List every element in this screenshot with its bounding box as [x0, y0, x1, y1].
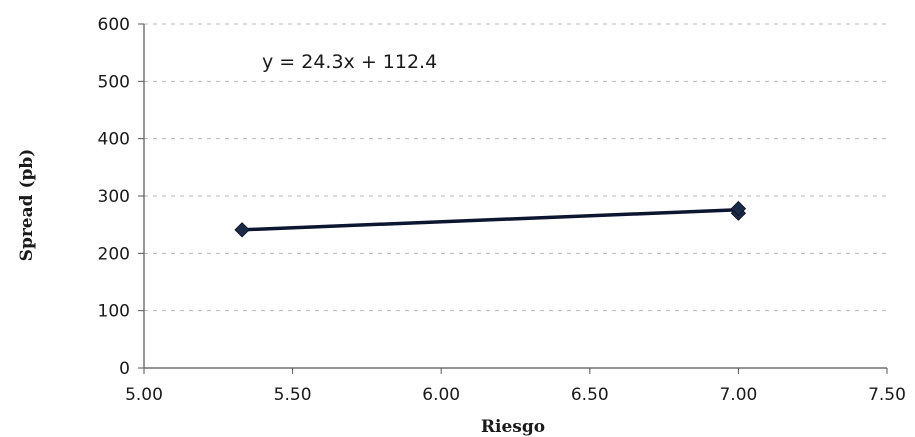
x-tick-label: 5.00 [125, 385, 163, 405]
y-tick-label: 300 [98, 187, 130, 207]
x-tick-label: 6.00 [422, 385, 460, 405]
data-points [234, 200, 747, 238]
x-tick-label: 7.50 [868, 385, 906, 405]
x-axis-title: Riesgo [481, 417, 545, 437]
y-axis-title: Spread (pb) [17, 149, 37, 262]
y-tick-label: 600 [98, 15, 130, 35]
gridlines [144, 23, 887, 312]
data-point [234, 222, 250, 238]
x-tick-labels: 5.00 5.50 6.00 6.50 7.00 7.50 [125, 368, 906, 405]
x-tick-label: 7.00 [719, 385, 757, 405]
data-point [730, 200, 747, 217]
y-tick-labels: 0 100 200 300 400 500 600 [98, 15, 144, 379]
y-tick-label: 500 [98, 72, 130, 92]
y-tick-label: 400 [98, 130, 130, 150]
trendline [242, 208, 739, 232]
y-tick-label: 100 [98, 302, 130, 322]
x-tick-label: 6.50 [571, 385, 609, 405]
y-tick-label: 0 [119, 359, 130, 379]
trendline-equation: y = 24.3x + 112.4 [262, 51, 437, 73]
x-tick-label: 5.50 [274, 385, 312, 405]
y-tick-label: 200 [98, 244, 130, 264]
